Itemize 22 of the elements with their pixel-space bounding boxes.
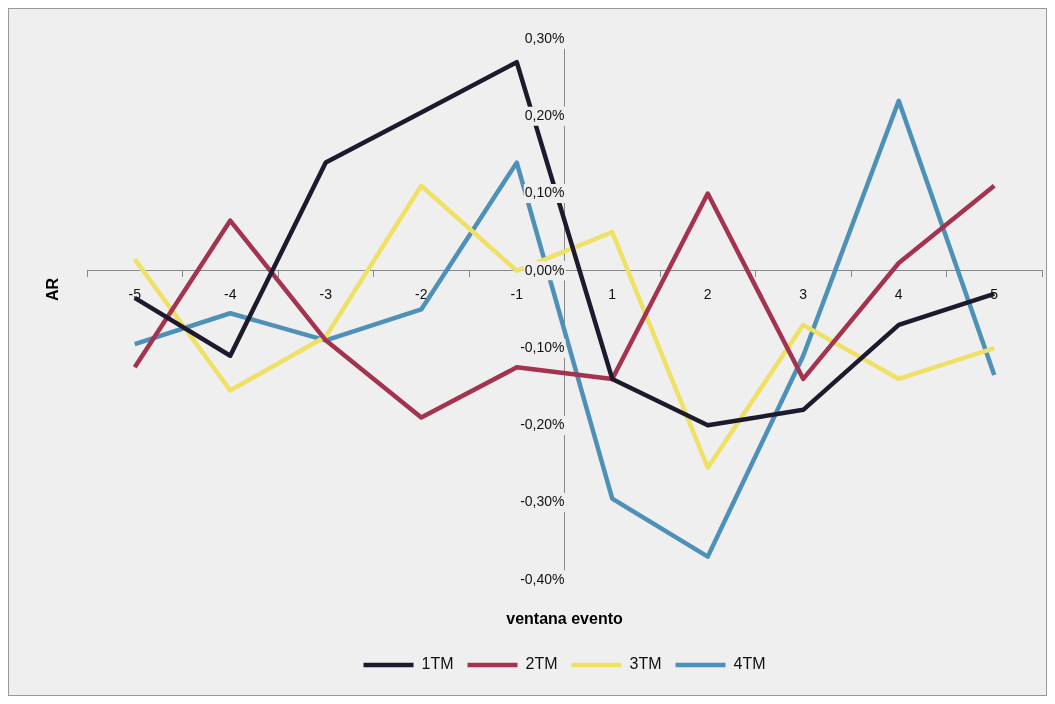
x-axis-title: ventana evento (506, 609, 623, 627)
y-tick-label: 0,20% (524, 107, 565, 124)
x-tick-label: 3 (799, 286, 808, 303)
x-tick-label: -2 (415, 286, 428, 303)
x-tick-label: -1 (510, 286, 524, 303)
y-tick-label: -0,20% (520, 416, 565, 433)
x-tick-label: -3 (319, 286, 333, 303)
legend-label: 3TM (629, 655, 662, 673)
y-tick-label: 0,30% (524, 29, 565, 46)
y-tick-label: 0,10% (524, 184, 565, 201)
y-tick-label: 0,00% (524, 261, 565, 278)
x-tick-label: 2 (703, 286, 712, 303)
x-tick-label: 1 (608, 286, 617, 303)
y-tick-label: -0,30% (520, 493, 565, 510)
legend-label: 2TM (525, 655, 558, 673)
x-tick-label: 4 (894, 286, 903, 303)
legend-label: 4TM (733, 655, 766, 673)
y-tick-label: -0,40% (520, 570, 565, 587)
x-tick-label: -4 (224, 286, 237, 303)
y-tick-label: -0,10% (520, 338, 565, 355)
legend-label: 1TM (421, 655, 454, 673)
y-axis-title: AR (44, 277, 62, 301)
